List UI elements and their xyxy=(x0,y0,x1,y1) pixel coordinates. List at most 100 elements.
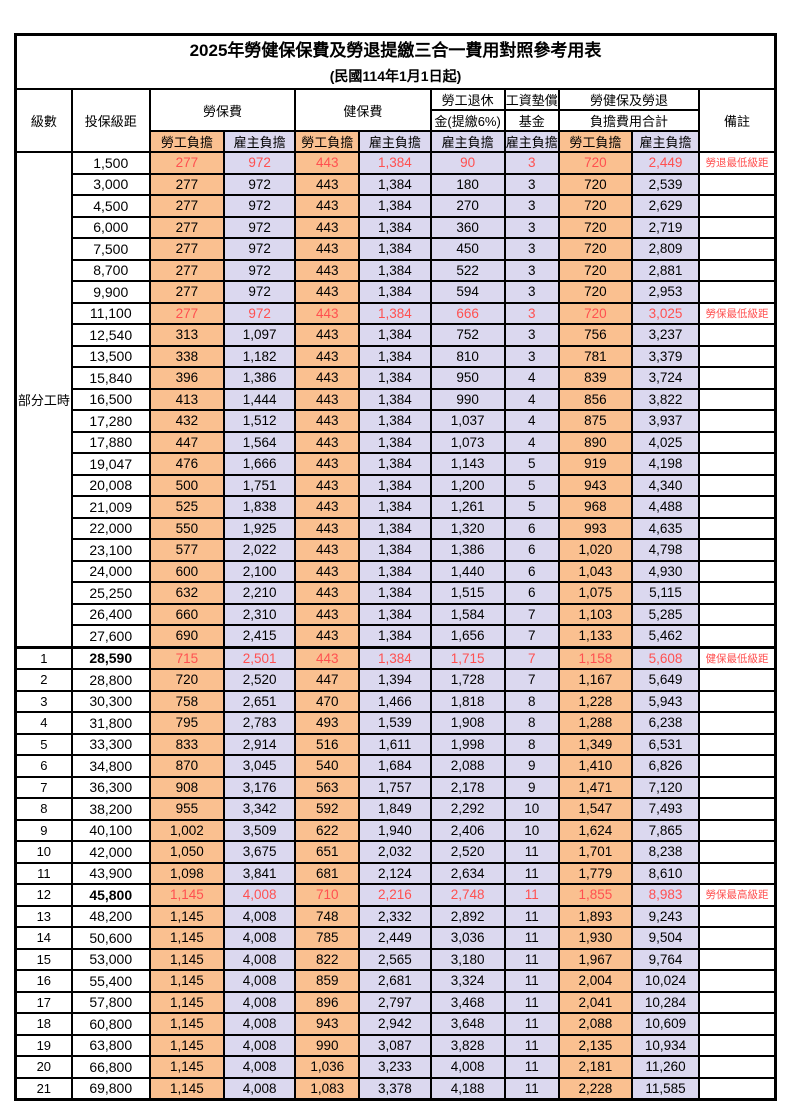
labor-employer-cell: 4,008 xyxy=(222,1012,297,1036)
note-cell xyxy=(698,409,777,433)
table-row: 18 60,800 1,145 4,008 943 2,942 3,648 11 2,088 10… xyxy=(14,1012,777,1036)
labor-employee-cell: 277 xyxy=(148,258,226,282)
table-row: 16 55,400 1,145 4,008 859 2,681 3,324 11 2,004 10… xyxy=(14,969,777,993)
salary-cell: 45,800 xyxy=(70,883,151,907)
labor-employer-cell: 4,008 xyxy=(222,990,297,1014)
health-employee-cell: 443 xyxy=(294,409,361,433)
table-row: 16,500 413 1,444 443 1,384 990 4 856 3,822 xyxy=(16,387,777,411)
total-employee-cell: 1,410 xyxy=(557,754,633,778)
labor-employer-cell: 2,210 xyxy=(222,581,297,605)
note-cell xyxy=(698,538,777,562)
total-employer-cell: 10,284 xyxy=(630,990,701,1014)
pension-employer-cell: 1,515 xyxy=(429,581,506,605)
table-row: 7 36,300 908 3,176 563 1,757 2,178 9 1,471 7,120 xyxy=(14,775,777,799)
health-employee-cell: 493 xyxy=(294,711,361,735)
health-employer-cell: 1,384 xyxy=(358,452,432,476)
health-employee-cell: 516 xyxy=(294,732,361,756)
health-employee-cell: 592 xyxy=(294,797,361,821)
table-row: 13,500 338 1,182 443 1,384 810 3 781 3,379 xyxy=(16,344,777,368)
health-employee-cell: 443 xyxy=(294,301,361,325)
fund-employer-cell: 3 xyxy=(503,172,560,196)
table-row: 17,280 432 1,512 443 1,384 1,037 4 875 3,937 xyxy=(16,409,777,433)
table-row: 7,500 277 972 443 1,384 450 3 720 2,809 xyxy=(16,237,777,261)
labor-employee-cell: 720 xyxy=(148,668,226,692)
health-employee-cell: 443 xyxy=(294,215,361,239)
salary-cell: 8,700 xyxy=(70,258,151,282)
note-cell xyxy=(698,258,777,282)
total-employer-cell: 2,809 xyxy=(630,237,701,261)
health-employer-cell: 3,378 xyxy=(358,1076,432,1101)
labor-employer-cell: 1,097 xyxy=(222,323,297,347)
pension-employer-cell: 1,908 xyxy=(429,711,506,735)
fund-employer-cell: 11 xyxy=(503,861,560,885)
labor-employer-cell: 4,008 xyxy=(222,926,297,950)
total-employer-cell: 8,238 xyxy=(630,840,701,864)
health-employer-cell: 1,684 xyxy=(358,754,432,778)
note-cell xyxy=(698,818,777,842)
total-employee-cell: 856 xyxy=(557,387,633,411)
subheader-total-employee: 勞工負擔 xyxy=(557,130,633,153)
pension-employer-cell: 4,008 xyxy=(429,1055,506,1079)
fund-employer-cell: 3 xyxy=(503,323,560,347)
labor-employer-cell: 1,444 xyxy=(222,387,297,411)
table-row: 11,100 277 972 443 1,384 666 3 720 3,025 勞保最低級距 xyxy=(16,301,777,325)
table-row: 15 53,000 1,145 4,008 822 2,565 3,180 11 1,967 9,… xyxy=(14,947,777,971)
level-cell: 13 xyxy=(14,904,73,928)
health-employee-cell: 540 xyxy=(294,754,361,778)
note-cell xyxy=(698,581,777,605)
total-employee-cell: 1,167 xyxy=(557,668,633,692)
salary-cell: 43,900 xyxy=(70,861,151,885)
health-employee-cell: 896 xyxy=(294,990,361,1014)
note-cell xyxy=(698,1055,777,1079)
pension-employer-cell: 1,143 xyxy=(429,452,506,476)
subheader-health-employee: 勞工負擔 xyxy=(294,130,361,153)
labor-employer-cell: 972 xyxy=(222,215,297,239)
health-employee-cell: 443 xyxy=(294,602,361,626)
labor-employer-cell: 2,310 xyxy=(222,602,297,626)
table-row: 12,540 313 1,097 443 1,384 752 3 756 3,237 xyxy=(16,323,777,347)
note-cell xyxy=(698,797,777,821)
health-employer-cell: 1,384 xyxy=(358,581,432,605)
health-employee-cell: 748 xyxy=(294,904,361,928)
fund-employer-cell: 7 xyxy=(503,668,560,692)
labor-employer-cell: 4,008 xyxy=(222,1033,297,1057)
pension-employer-cell: 1,320 xyxy=(429,516,506,540)
labor-employer-cell: 972 xyxy=(222,301,297,325)
salary-cell: 50,600 xyxy=(70,926,151,950)
note-cell: 勞保最高級距 xyxy=(698,883,777,907)
salary-cell: 20,008 xyxy=(70,473,151,497)
labor-employer-cell: 2,415 xyxy=(222,624,297,648)
labor-employee-cell: 550 xyxy=(148,516,226,540)
health-employer-cell: 1,384 xyxy=(358,387,432,411)
note-cell xyxy=(698,215,777,239)
labor-employee-cell: 396 xyxy=(148,366,226,390)
salary-cell: 17,880 xyxy=(70,430,151,454)
table-row: 6,000 277 972 443 1,384 360 3 720 2,719 xyxy=(16,215,777,239)
health-employer-cell: 3,087 xyxy=(358,1033,432,1057)
labor-employee-cell: 955 xyxy=(148,797,226,821)
pension-employer-cell: 1,386 xyxy=(429,538,506,562)
note-cell xyxy=(698,732,777,756)
col-header-wage-fund-line2: 基金 xyxy=(503,109,560,132)
total-employer-cell: 2,629 xyxy=(630,194,701,218)
level-cell: 10 xyxy=(14,840,73,864)
health-employee-cell: 470 xyxy=(294,689,361,713)
salary-cell: 28,800 xyxy=(70,668,151,692)
total-employer-cell: 3,724 xyxy=(630,366,701,390)
total-employee-cell: 2,041 xyxy=(557,990,633,1014)
labor-employer-cell: 3,841 xyxy=(222,861,297,885)
table-row: 11 43,900 1,098 3,841 681 2,124 2,634 11 1,779 8,… xyxy=(14,861,777,885)
health-employer-cell: 1,384 xyxy=(358,409,432,433)
note-cell xyxy=(698,775,777,799)
labor-employer-cell: 1,386 xyxy=(222,366,297,390)
pension-employer-cell: 90 xyxy=(429,151,506,175)
salary-cell: 6,000 xyxy=(70,215,151,239)
pension-employer-cell: 3,324 xyxy=(429,969,506,993)
total-employer-cell: 2,539 xyxy=(630,172,701,196)
salary-cell: 13,500 xyxy=(70,344,151,368)
health-employee-cell: 622 xyxy=(294,818,361,842)
health-employer-cell: 2,942 xyxy=(358,1012,432,1036)
labor-employee-cell: 908 xyxy=(148,775,226,799)
labor-employer-cell: 4,008 xyxy=(222,947,297,971)
labor-employee-cell: 758 xyxy=(148,689,226,713)
